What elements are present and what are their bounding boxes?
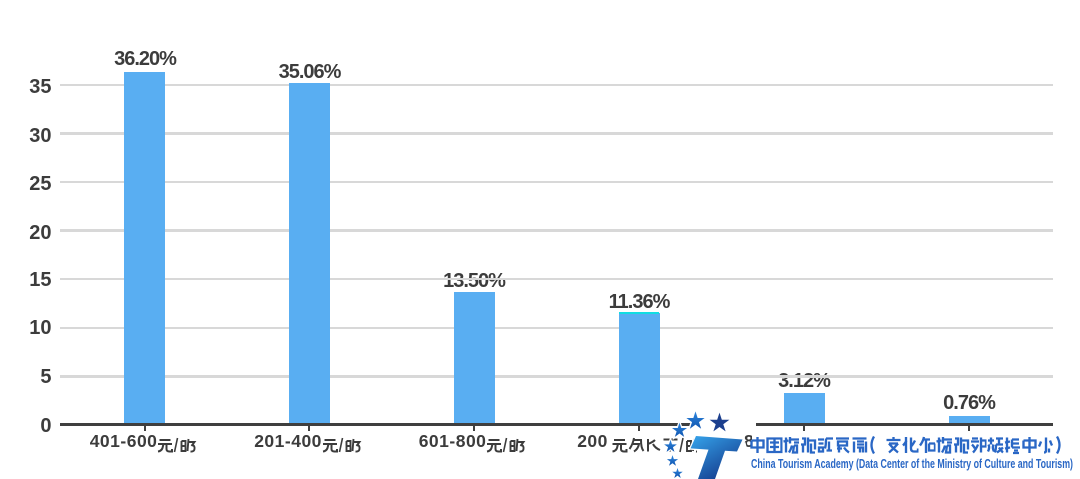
svg-text:China Tourism Academy (Data Ce: China Tourism Academy (Data Center of th… bbox=[751, 457, 1073, 471]
